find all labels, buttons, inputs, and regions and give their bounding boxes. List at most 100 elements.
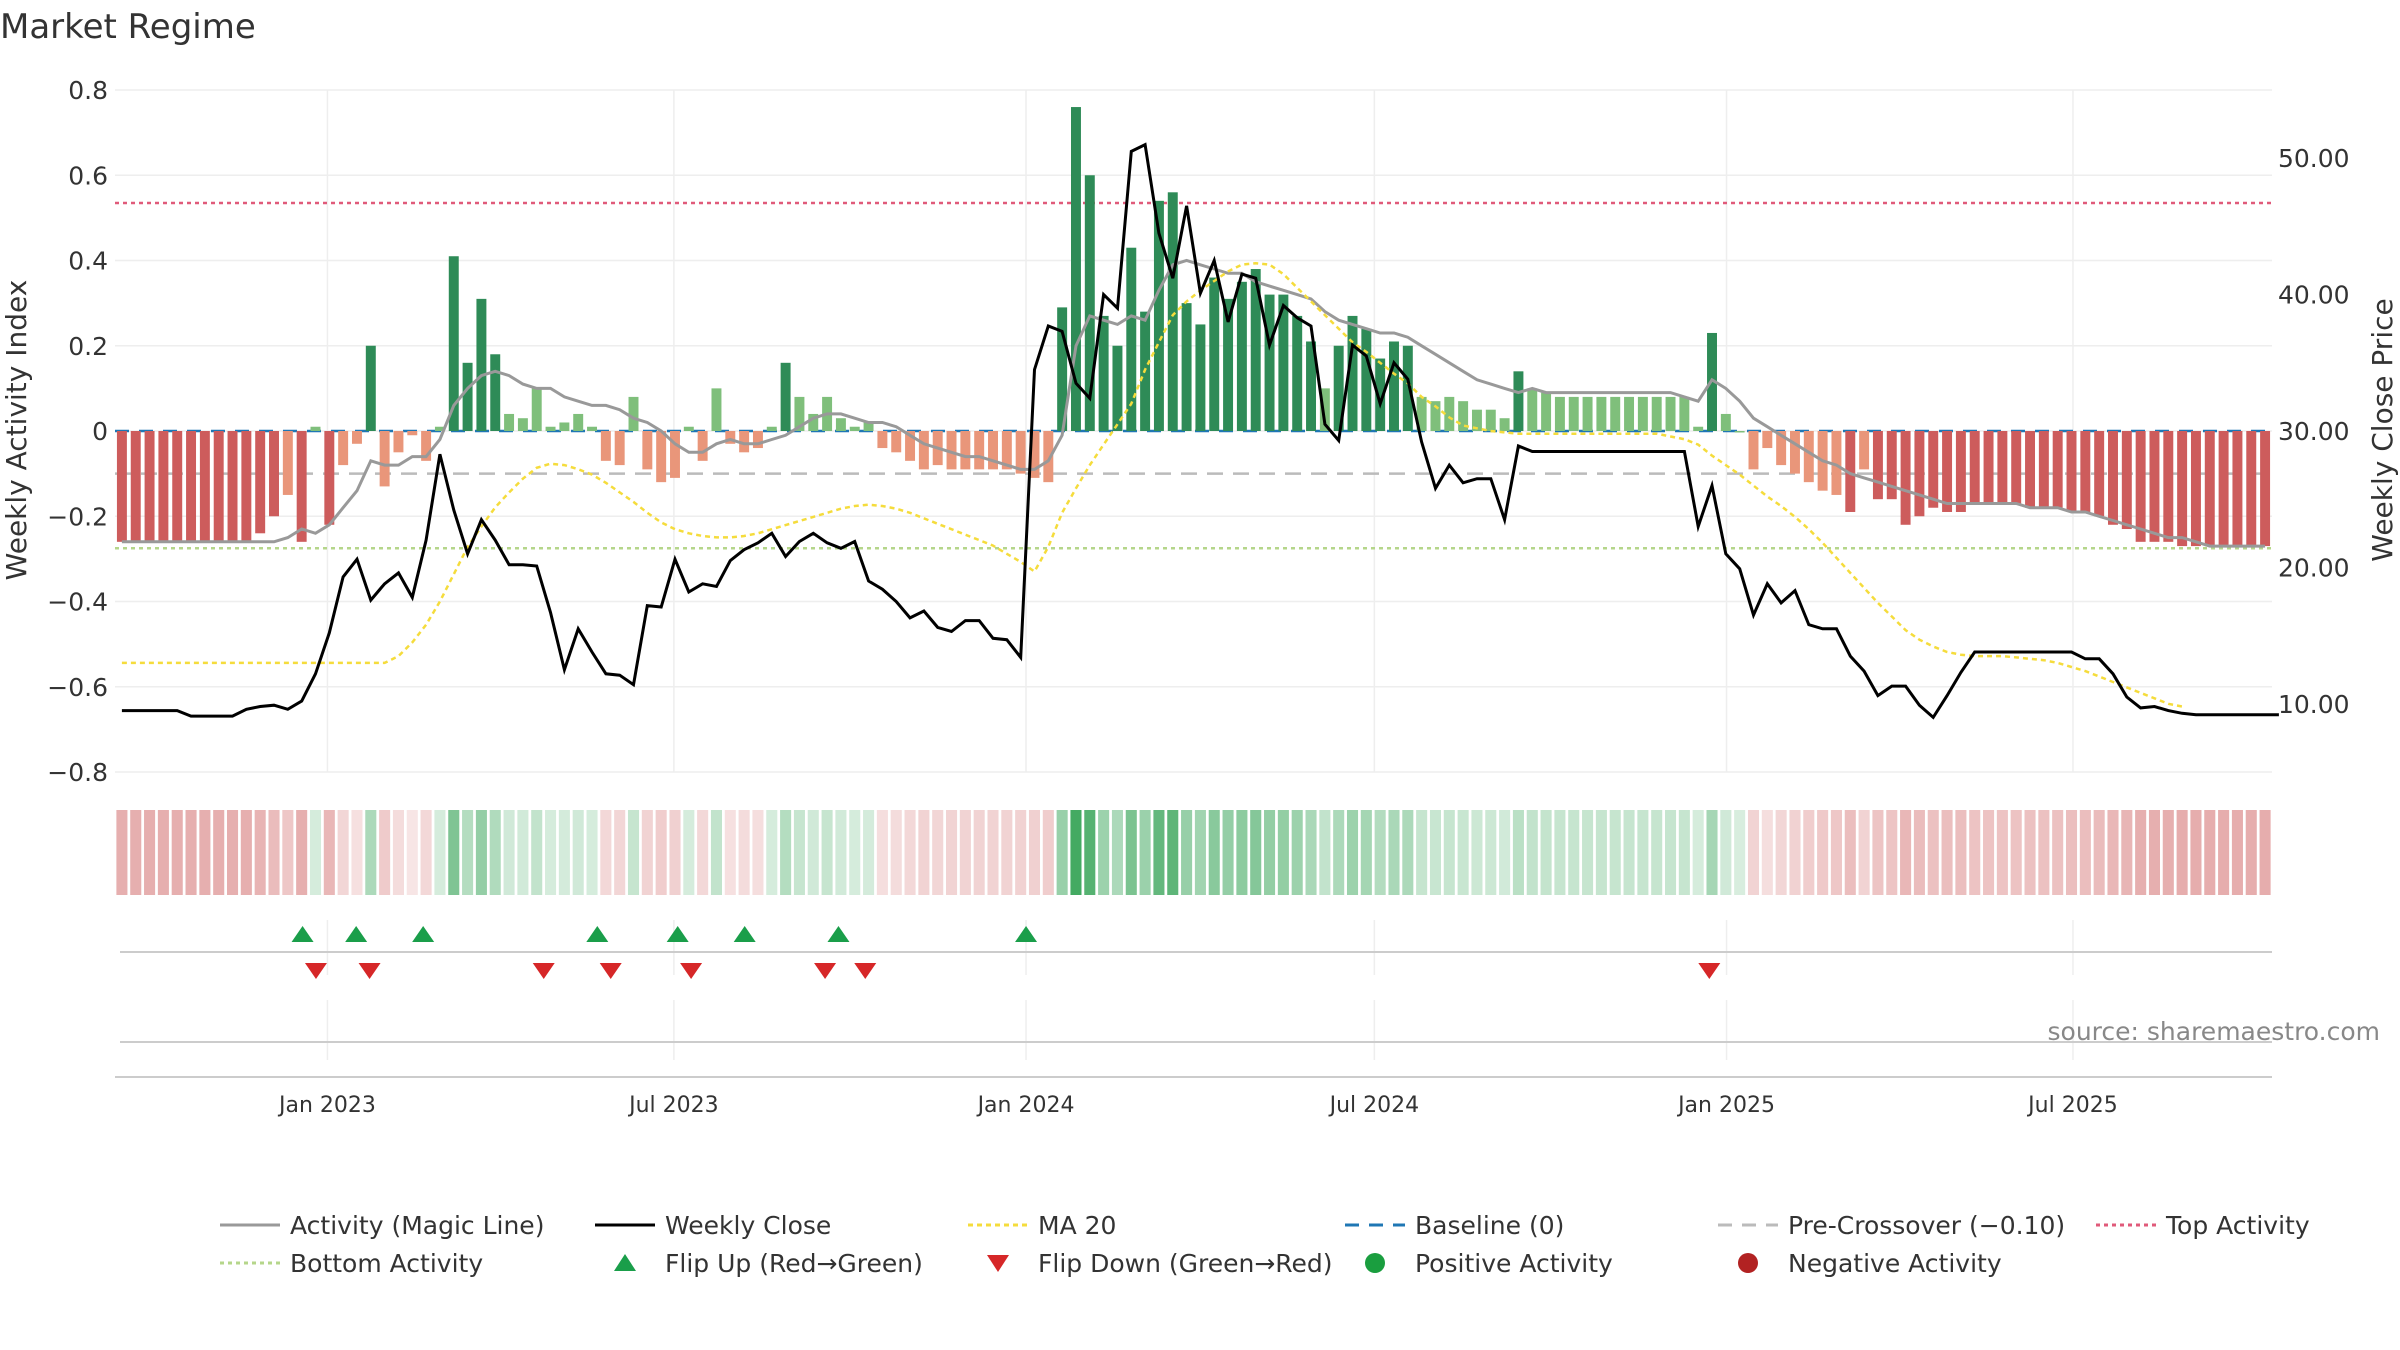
regime-strip-cell: [406, 810, 418, 895]
regime-strip-cell: [1429, 810, 1442, 895]
activity-bar: [642, 431, 653, 470]
activity-bar: [227, 431, 238, 542]
x-tick-label: Jul 2024: [1328, 1093, 1420, 1118]
regime-strip-cell: [1996, 810, 2008, 895]
flip-down-marker: [814, 963, 837, 979]
activity-bar: [1831, 431, 1842, 495]
activity-bar: [1845, 431, 1856, 512]
activity-bar: [296, 431, 307, 542]
regime-strip-cell: [1734, 810, 1746, 895]
flip-up-marker: [412, 926, 435, 942]
regime-strip-cell: [157, 810, 169, 895]
y-right-tick-label: 50.00: [2278, 144, 2350, 173]
activity-bar: [683, 426, 694, 431]
activity-bar: [794, 396, 805, 431]
activity-bar: [725, 431, 736, 444]
activity-bar: [1126, 247, 1137, 431]
flip-down-marker: [532, 963, 555, 979]
regime-strip-cell: [932, 810, 944, 895]
legend: Activity (Magic Line) Weekly Close MA 20 Ba…: [220, 1211, 2310, 1278]
regime-strip-cell: [2093, 810, 2105, 895]
regime-strip-cell: [1540, 810, 1552, 895]
activity-bar: [144, 431, 155, 542]
flip-up-marker: [827, 926, 850, 942]
regime-strip-cell: [1747, 810, 1760, 895]
regime-strip-cell: [1664, 810, 1677, 895]
activity-bar: [1499, 418, 1510, 431]
activity-bar: [338, 431, 349, 466]
regime-strip-cell: [821, 810, 833, 895]
activity-bar: [1568, 396, 1579, 431]
flip-down-marker: [304, 963, 327, 979]
activity-bar: [448, 256, 459, 431]
activity-bar: [476, 298, 487, 431]
legend-swatch: [1365, 1253, 1385, 1273]
legend-label: Weekly Close: [665, 1211, 831, 1240]
regime-strip-cell: [1416, 810, 1428, 895]
activity-bar: [1444, 396, 1455, 431]
activity-bar: [905, 431, 916, 461]
activity-bar: [1278, 294, 1289, 431]
regime-strip-cell: [1526, 810, 1538, 895]
regime-strip-cell: [1651, 810, 1663, 895]
regime-strip-cell: [1844, 810, 1856, 895]
flip-down-marker: [358, 963, 381, 979]
regime-strip-cell: [240, 810, 252, 895]
regime-strip-cell: [1471, 810, 1483, 895]
activity-bar: [960, 431, 971, 470]
activity-bar: [559, 422, 570, 431]
regime-strip-cell: [213, 810, 225, 895]
activity-bar: [545, 426, 556, 431]
y-right-tick-label: 40.00: [2278, 281, 2350, 310]
activity-bar: [587, 426, 598, 431]
activity-bar: [2218, 431, 2229, 547]
activity-bar: [1057, 307, 1068, 431]
y-left-tick-label: 0.2: [68, 332, 108, 361]
activity-bar: [1485, 409, 1496, 431]
legend-label: Positive Activity: [1415, 1249, 1613, 1278]
regime-strip-cell: [2231, 810, 2243, 895]
activity-bar: [1319, 388, 1330, 431]
regime-strip-cell: [434, 810, 446, 895]
activity-bar: [1416, 396, 1427, 431]
x-axis: Jan 2023 Jul 2023 Jan 2024 Jul 2024 Jan 2025…: [115, 1041, 2272, 1118]
regime-strip-cell: [254, 810, 266, 895]
regime-strip-cell: [1900, 810, 1912, 895]
activity-bar: [1582, 396, 1593, 431]
activity-bar: [1347, 315, 1358, 431]
regime-strip-cell: [1333, 810, 1345, 895]
regime-strip-cell: [1568, 810, 1580, 895]
activity-bar: [1942, 431, 1953, 512]
regime-strip-cell: [323, 810, 335, 895]
activity-bar: [614, 431, 625, 466]
activity-bar: [891, 431, 902, 453]
regime-strip-cell: [1609, 810, 1621, 895]
activity-bar: [1693, 426, 1704, 431]
activity-bar: [697, 431, 708, 461]
regime-strip-cell: [337, 810, 349, 895]
regime-strip-cell: [365, 810, 377, 895]
activity-bar: [421, 431, 432, 461]
activity-bar: [1043, 431, 1054, 483]
regime-strip-cell: [2065, 810, 2078, 895]
regime-strip-cell: [1042, 810, 1054, 895]
regime-strip-cell: [1264, 810, 1276, 895]
activity-bar: [1306, 341, 1317, 431]
regime-strip-cell: [1941, 810, 1953, 895]
activity-bar: [158, 431, 169, 542]
regime-strip-cell: [780, 810, 792, 895]
regime-strip-cell: [1678, 810, 1690, 895]
flip-down-marker: [1698, 963, 1721, 979]
activity-bars: [116, 107, 2271, 547]
activity-bar: [1803, 431, 1814, 483]
regime-strip-cell: [531, 810, 543, 895]
regime-strip-cell: [1167, 810, 1179, 895]
regime-strip-cell: [1692, 810, 1704, 895]
y-left-tick-label: 0.8: [68, 76, 108, 105]
activity-bar: [1098, 315, 1109, 431]
activity-bar: [1748, 431, 1759, 470]
activity-bar: [670, 431, 680, 478]
regime-strip-cell: [199, 810, 211, 895]
activity-bar: [2177, 431, 2188, 547]
activity-bar: [434, 426, 445, 431]
